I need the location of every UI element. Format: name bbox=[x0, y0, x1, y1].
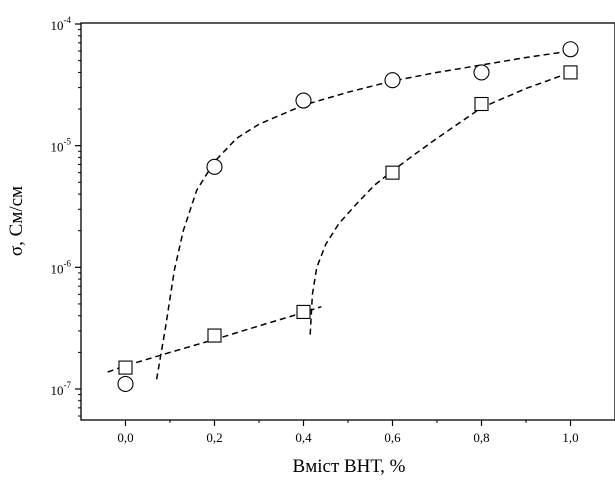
x-tick-label: 1,0 bbox=[562, 430, 578, 445]
y-tick-label: 10-5 bbox=[51, 137, 72, 155]
x-tick-label: 0,0 bbox=[117, 430, 133, 445]
plot-area: 0,0 0,2 0,4 0,6 0,8 1,010-710-610-510-4 bbox=[51, 15, 615, 445]
fit-curve-3 bbox=[309, 71, 571, 335]
y-tick-exponent: -7 bbox=[64, 380, 72, 390]
y-tick-base: 10 bbox=[51, 383, 64, 398]
y-tick-label: 10-4 bbox=[51, 15, 72, 33]
fit-curve-1 bbox=[155, 50, 571, 380]
data-point-square bbox=[563, 65, 578, 80]
data-point-square bbox=[474, 96, 489, 112]
x-axis-title: Вміст ВНТ, % bbox=[293, 456, 406, 477]
x-tick-label: 0,6 bbox=[384, 430, 401, 445]
x-tick-label: 0,2 bbox=[206, 430, 222, 445]
data-point-circle bbox=[295, 92, 312, 109]
y-tick-base: 10 bbox=[51, 261, 64, 276]
y-tick-exponent: -4 bbox=[64, 15, 72, 25]
x-tick-label: 0,4 bbox=[295, 430, 312, 445]
y-tick-exponent: -6 bbox=[64, 258, 72, 268]
data-point-square bbox=[296, 304, 311, 319]
y-tick-base: 10 bbox=[51, 18, 64, 33]
data-point-circle bbox=[562, 41, 579, 58]
data-point-square bbox=[207, 328, 222, 343]
data-point-square bbox=[385, 165, 400, 180]
x-tick-label: 0,8 bbox=[473, 430, 489, 445]
data-point-circle bbox=[384, 72, 401, 89]
y-tick-exponent: -5 bbox=[64, 137, 72, 147]
data-point-circle bbox=[117, 375, 134, 393]
data-point-circle bbox=[473, 64, 490, 81]
y-tick-base: 10 bbox=[51, 140, 64, 155]
data-point-circle bbox=[206, 158, 223, 175]
plot-frame bbox=[80, 22, 615, 421]
y-axis-title: σ, См/см bbox=[6, 186, 27, 256]
data-point-square bbox=[118, 360, 133, 375]
y-tick-label: 10-7 bbox=[51, 380, 72, 398]
y-tick-label: 10-6 bbox=[51, 258, 72, 276]
